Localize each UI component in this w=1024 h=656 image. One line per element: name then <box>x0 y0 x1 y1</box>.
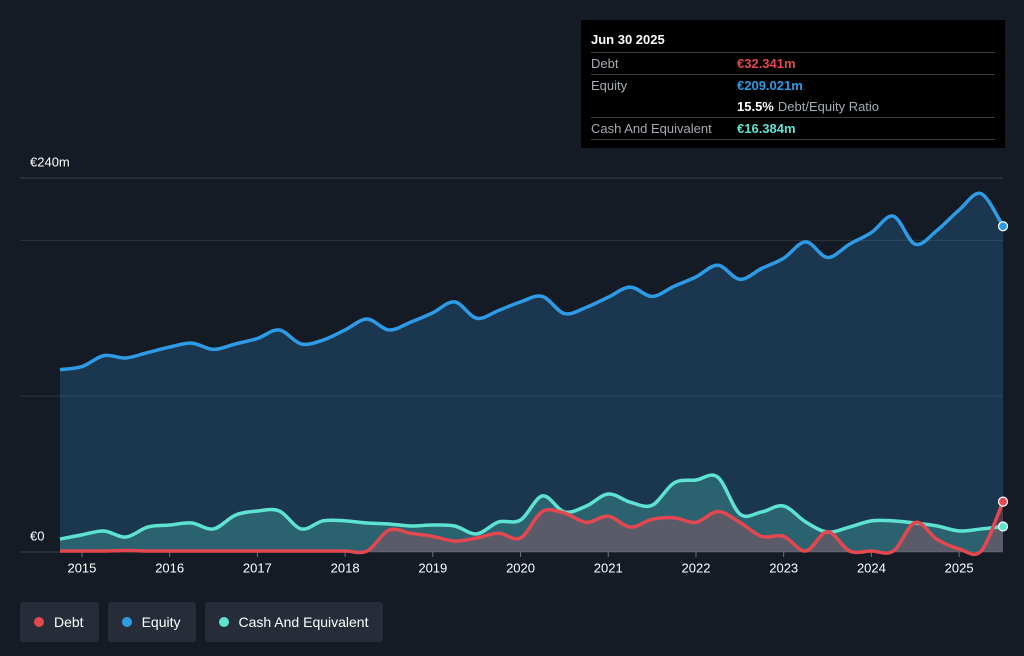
tooltip-value: 15.5% <box>737 99 774 114</box>
x-tick-label: 2015 <box>67 560 96 575</box>
tooltip-row: Debt €32.341m <box>591 52 995 74</box>
legend: Debt Equity Cash And Equivalent <box>20 602 384 642</box>
x-tick-label: 2017 <box>243 560 272 575</box>
y-tick-label: €240m <box>30 154 70 169</box>
legend-item[interactable]: Debt <box>20 602 99 642</box>
legend-item[interactable]: Equity <box>107 602 196 642</box>
legend-item[interactable]: Cash And Equivalent <box>204 602 384 642</box>
tooltip-row: 15.5% Debt/Equity Ratio <box>591 96 995 117</box>
x-tick-label: 2023 <box>769 560 798 575</box>
tooltip-row: Cash And Equivalent €16.384m <box>591 117 995 140</box>
line <box>59 473 1004 541</box>
legend-swatch <box>34 617 44 627</box>
line <box>60 500 1005 557</box>
tooltip-value: €209.021m <box>737 78 803 93</box>
x-tick-label: 2018 <box>331 560 360 575</box>
area <box>60 475 1003 552</box>
end-point <box>997 221 1009 232</box>
x-tick-label: 2022 <box>682 560 711 575</box>
tooltip-key <box>591 96 737 117</box>
legend-swatch <box>218 617 229 627</box>
legend-swatch <box>121 617 132 627</box>
tooltip-key: Cash And Equivalent <box>591 121 712 136</box>
tooltip-row: Equity €209.021m <box>591 74 995 96</box>
end-point <box>997 521 1009 532</box>
tooltip-date: Jun 30 2025 <box>591 32 665 47</box>
x-tick-label: 2016 <box>155 560 184 575</box>
tooltip-key: Equity <box>591 78 628 93</box>
area <box>60 193 1003 552</box>
legend-label: Equity <box>141 614 181 630</box>
y-tick-label: €0 <box>30 528 44 543</box>
x-tick-label: 2025 <box>945 560 974 575</box>
x-tick-label: 2019 <box>418 560 447 575</box>
line <box>59 191 1005 372</box>
end-point <box>997 496 1009 507</box>
x-tick-label: 2024 <box>857 560 886 575</box>
x-tick-label: 2020 <box>506 560 535 575</box>
tooltip-key: Debt <box>591 56 619 71</box>
legend-label: Cash And Equivalent <box>238 614 369 630</box>
legend-label: Debt <box>54 614 84 630</box>
tooltip: Jun 30 2025 Debt €32.341m Equity €209.02… <box>581 20 1005 148</box>
tooltip-value: €16.384m <box>737 121 796 136</box>
tooltip-key: Debt/Equity Ratio <box>777 99 880 114</box>
x-tick-label: 2021 <box>594 560 623 575</box>
tooltip-value: €32.341m <box>737 56 796 71</box>
